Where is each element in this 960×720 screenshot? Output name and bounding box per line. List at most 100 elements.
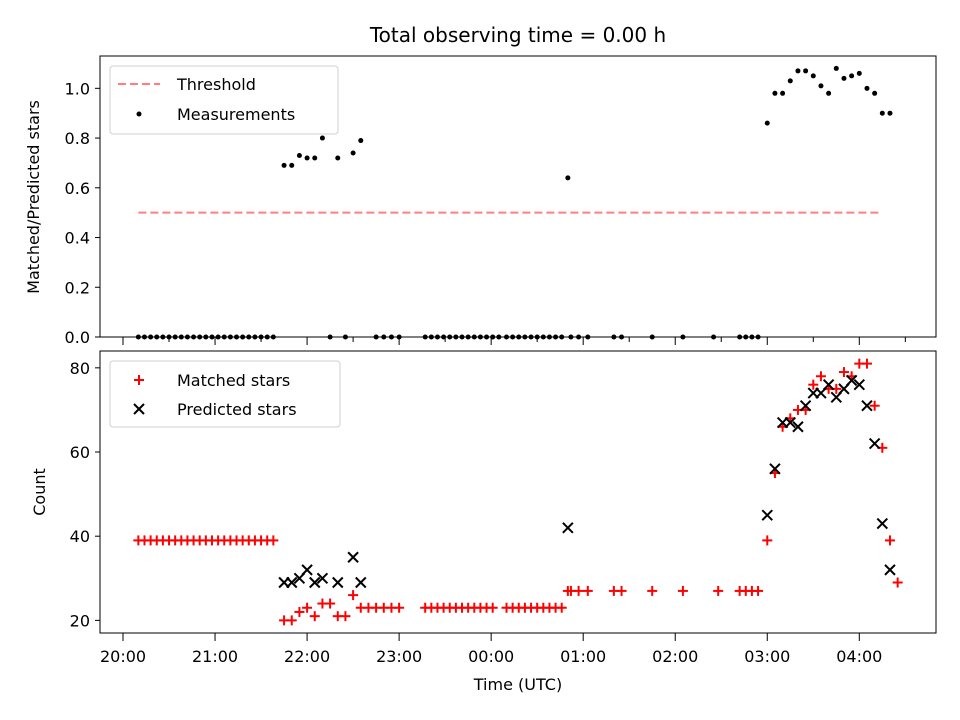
matched-star-point (647, 585, 658, 596)
matched-star-point (677, 585, 688, 596)
predicted-star-point (822, 378, 835, 391)
top-y-axis-label: Matched/Predicted stars (24, 100, 43, 294)
matched-star-point (838, 367, 849, 378)
bottom-x-tick-label: 22:00 (284, 647, 330, 666)
top-y-tick-label: 0.0 (65, 328, 90, 347)
predicted-legend-label: Predicted stars (177, 400, 297, 419)
measurement-point (803, 68, 809, 74)
bottom-x-tick-label: 21:00 (192, 647, 238, 666)
measurement-point (565, 175, 571, 181)
predicted-star-point (562, 522, 574, 534)
bottom-panel: 20 40 60 80 20:00 21:00 22:00 23:00 00:00 01:00 0… (30, 350, 937, 694)
matched-legend-swatch (134, 375, 144, 385)
top-axes-frame (99, 55, 937, 338)
measurement-point (856, 70, 862, 76)
bottom-plot-marks (133, 358, 903, 626)
matched-star-point (762, 535, 773, 546)
bottom-x-tick-label: 04:00 (836, 647, 882, 666)
measurement-point (289, 162, 295, 168)
predicted-star-point (309, 576, 321, 589)
matched-star-point (268, 535, 279, 546)
matched-star-point (562, 585, 573, 596)
measurement-point (864, 85, 870, 91)
bottom-legend-frame (109, 360, 341, 428)
top-y-tick-label: 0.8 (65, 129, 90, 148)
predicted-star-point (792, 421, 804, 433)
top-legend: Threshold Measurements (109, 65, 339, 135)
measurement-point (296, 152, 302, 158)
measurement-point (350, 150, 356, 156)
predicted-star-point (355, 576, 367, 589)
matched-star-point (753, 585, 764, 596)
bottom-x-tick-label: 02:00 (652, 647, 698, 666)
measurement-point (772, 90, 778, 96)
measurement-point (841, 75, 847, 81)
measurement-point (887, 110, 893, 116)
predicted-star-point (761, 509, 773, 521)
measurement-point (780, 90, 786, 96)
matched-star-point (340, 611, 351, 622)
bottom-x-tick-label: 01:00 (560, 647, 606, 666)
measurement-point (335, 155, 341, 161)
measurement-point (879, 110, 885, 116)
predicted-star-point (884, 564, 896, 576)
matched-star-point (892, 577, 903, 588)
matched-star-point (348, 590, 359, 601)
matched-star-point (884, 535, 895, 546)
bottom-x-ticks: 20:00 21:00 22:00 23:00 00:00 01:00 02:00 03:00… (100, 633, 882, 666)
measurement-point (312, 155, 318, 161)
measurement-point (764, 120, 770, 126)
predicted-star-point (861, 400, 873, 412)
bottom-y-axis-label: Count (30, 468, 49, 516)
measurement-point (787, 78, 793, 84)
predicted-star-point (769, 463, 781, 475)
top-x-ticks (122, 337, 906, 345)
top-y-tick-label: 0.2 (65, 278, 90, 297)
top-y-tick-label: 0.4 (65, 229, 90, 248)
matched-star-point (286, 615, 297, 626)
matched-star-point (394, 602, 405, 613)
matched-star-point (808, 379, 819, 390)
bottom-x-tick-label: 03:00 (744, 647, 790, 666)
matched-star-point (869, 400, 880, 411)
bottom-legend: Matched stars Predicted stars (109, 360, 341, 428)
bottom-x-axis-label: Time (UTC) (473, 675, 562, 694)
matched-star-point (556, 602, 567, 613)
measurement-point (872, 90, 878, 96)
predicted-star-point (301, 564, 313, 576)
predicted-star-point (853, 378, 866, 391)
top-panel: 0.0 0.2 0.4 0.6 0.8 1.0 Matched/Predicted sta… (24, 55, 937, 347)
matched-star-point (815, 371, 826, 382)
measurement-point (826, 90, 832, 96)
predicted-legend-swatch (133, 403, 145, 415)
bottom-y-tick-label: 60 (70, 443, 90, 462)
bottom-y-tick-label: 80 (70, 359, 90, 378)
bottom-y-tick-label: 20 (70, 611, 90, 630)
matched-star-point (309, 611, 320, 622)
measurement-point (319, 135, 325, 141)
measurement-point (304, 155, 310, 161)
figure-title: Total observing time = 0.00 h (369, 23, 666, 47)
predicted-star-point (868, 437, 881, 450)
measurements-legend-swatch (136, 111, 142, 117)
matched-star-point (582, 585, 593, 596)
measurement-point (358, 138, 364, 144)
measurement-point (833, 65, 839, 71)
measurement-point (810, 73, 816, 79)
measurement-point (818, 83, 824, 89)
matched-star-point (325, 598, 336, 609)
top-y-ticks: 0.0 0.2 0.4 0.6 0.8 1.0 (65, 79, 100, 347)
predicted-star-point (332, 576, 344, 589)
top-y-tick-label: 0.6 (65, 179, 90, 198)
matched-star-point (573, 585, 584, 596)
matched-star-point (294, 606, 305, 617)
bottom-y-tick-label: 40 (70, 527, 90, 546)
top-legend-frame (109, 65, 339, 135)
predicted-star-point (347, 551, 359, 563)
top-y-tick-label: 1.0 (65, 79, 90, 98)
bottom-y-ticks: 20 40 60 80 (70, 359, 100, 630)
matched-star-point (487, 602, 498, 613)
matched-legend-label: Matched stars (177, 371, 290, 390)
bottom-x-tick-label: 00:00 (468, 647, 514, 666)
matched-star-point (861, 358, 872, 369)
